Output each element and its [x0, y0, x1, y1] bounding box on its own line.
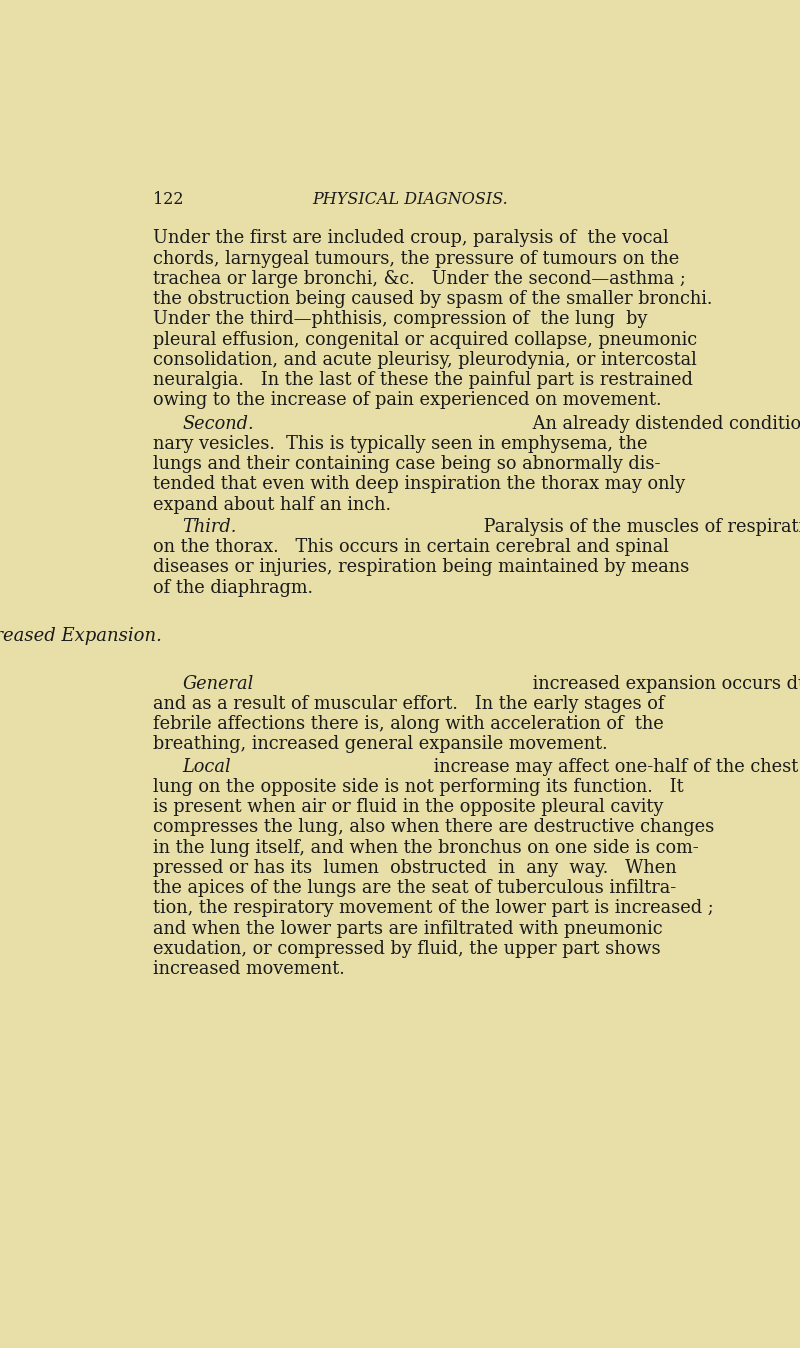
Text: increase may affect one-half of the chest as when the: increase may affect one-half of the ches… — [429, 758, 800, 775]
Text: on the thorax.   This occurs in certain cerebral and spinal: on the thorax. This occurs in certain ce… — [153, 538, 669, 555]
Text: in the lung itself, and when the bronchus on one side is com-: in the lung itself, and when the bronchu… — [153, 838, 698, 856]
Text: pressed or has its  lumen  obstructed  in  any  way.   When: pressed or has its lumen obstructed in a… — [153, 859, 676, 876]
Text: and when the lower parts are infiltrated with pneumonic: and when the lower parts are infiltrated… — [153, 919, 662, 937]
Text: increased expansion occurs during violent exercise,: increased expansion occurs during violen… — [527, 675, 800, 693]
Text: compresses the lung, also when there are destructive changes: compresses the lung, also when there are… — [153, 818, 714, 836]
Text: expand about half an inch.: expand about half an inch. — [153, 496, 390, 514]
Text: the obstruction being caused by spasm of the smaller bronchi.: the obstruction being caused by spasm of… — [153, 290, 712, 309]
Text: the apices of the lungs are the seat of tuberculous infiltra-: the apices of the lungs are the seat of … — [153, 879, 676, 896]
Text: diseases or injuries, respiration being maintained by means: diseases or injuries, respiration being … — [153, 558, 689, 576]
Text: and as a result of muscular effort.   In the early stages of: and as a result of muscular effort. In t… — [153, 696, 664, 713]
Text: Local: Local — [182, 758, 231, 775]
Text: An already distended condition of the pulmo-: An already distended condition of the pu… — [527, 415, 800, 433]
Text: owing to the increase of pain experienced on movement.: owing to the increase of pain experience… — [153, 391, 662, 410]
Text: 122: 122 — [153, 191, 183, 208]
Text: tended that even with deep inspiration the thorax may only: tended that even with deep inspiration t… — [153, 476, 685, 493]
Text: is present when air or fluid in the opposite pleural cavity: is present when air or fluid in the oppo… — [153, 798, 663, 816]
Text: chords, larnygeal tumours, the pressure of tumours on the: chords, larnygeal tumours, the pressure … — [153, 249, 679, 268]
Text: Second.: Second. — [182, 415, 254, 433]
Text: Under the first are included croup, paralysis of  the vocal: Under the first are included croup, para… — [153, 229, 668, 248]
Text: neuralgia.   In the last of these the painful part is restrained: neuralgia. In the last of these the pain… — [153, 371, 693, 390]
Text: trachea or large bronchi, &c.   Under the second—asthma ;: trachea or large bronchi, &c. Under the … — [153, 270, 686, 288]
Text: pleural effusion, congenital or acquired collapse, pneumonic: pleural effusion, congenital or acquired… — [153, 330, 697, 349]
Text: consolidation, and acute pleurisy, pleurodynia, or intercostal: consolidation, and acute pleurisy, pleur… — [153, 350, 697, 369]
Text: tion, the respiratory movement of the lower part is increased ;: tion, the respiratory movement of the lo… — [153, 899, 714, 917]
Text: nary vesicles.  This is typically seen in emphysema, the: nary vesicles. This is typically seen in… — [153, 435, 647, 453]
Text: increased movement.: increased movement. — [153, 960, 345, 979]
Text: Paralysis of the muscles of respiration which act: Paralysis of the muscles of respiration … — [478, 518, 800, 535]
Text: General: General — [182, 675, 254, 693]
Text: Under the third—phthisis, compression of  the lung  by: Under the third—phthisis, compression of… — [153, 310, 647, 329]
Text: lungs and their containing case being so abnormally dis-: lungs and their containing case being so… — [153, 456, 660, 473]
Text: PHYSICAL DIAGNOSIS.: PHYSICAL DIAGNOSIS. — [312, 191, 508, 208]
Text: Increased Expansion.: Increased Expansion. — [0, 627, 162, 644]
Text: of the diaphragm.: of the diaphragm. — [153, 578, 313, 597]
Text: febrile affections there is, along with acceleration of  the: febrile affections there is, along with … — [153, 716, 663, 733]
Text: lung on the opposite side is not performing its function.   It: lung on the opposite side is not perform… — [153, 778, 683, 795]
Text: Third.: Third. — [182, 518, 237, 535]
Text: exudation, or compressed by fluid, the upper part shows: exudation, or compressed by fluid, the u… — [153, 940, 660, 958]
Text: breathing, increased general expansile movement.: breathing, increased general expansile m… — [153, 736, 607, 754]
